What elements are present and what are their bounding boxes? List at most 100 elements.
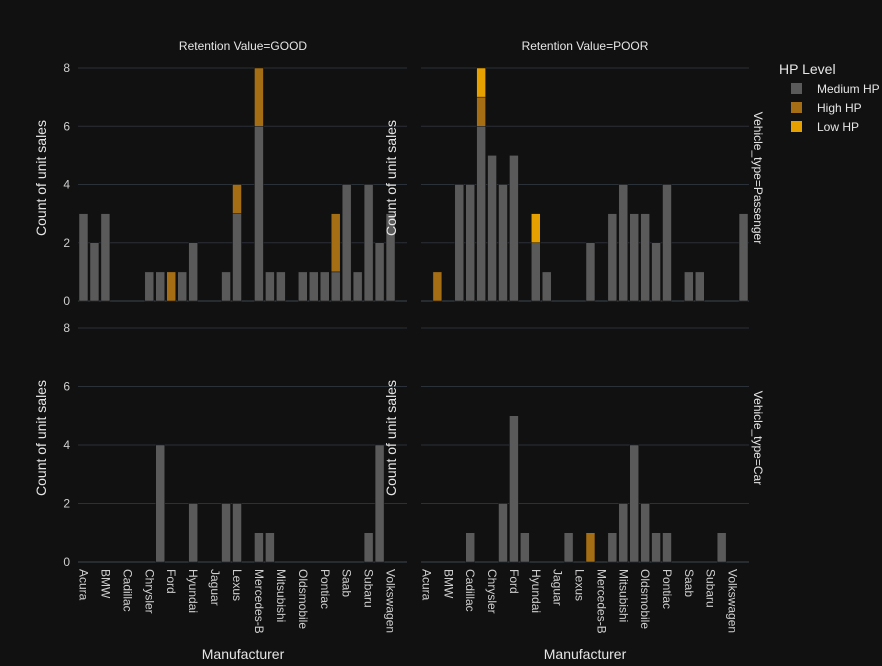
bar-r0c0-mitsubishi-medium-hp bbox=[276, 271, 286, 302]
bar-r0c0-lexus-medium-hp bbox=[232, 213, 242, 302]
x-tick-label-c1-saab: Saab bbox=[682, 569, 696, 597]
bar-r0c1-plymouth-medium-hp bbox=[651, 242, 661, 302]
x-tick-label-c0-jaguar: Jaguar bbox=[208, 569, 222, 606]
bar-r0c1-ford-medium-hp bbox=[509, 155, 519, 302]
bar-r0c0-toyota-medium-hp bbox=[374, 242, 385, 302]
bar-r0c0-acura-medium-hp bbox=[78, 213, 89, 302]
bar-r0c0-volkswagen-medium-hp bbox=[385, 213, 396, 302]
x-tick-label-c0-subaru: Subaru bbox=[362, 569, 376, 608]
bar-r1c1-oldsmobile-medium-hp bbox=[640, 503, 650, 563]
y-tick-label-r1-0: 0 bbox=[63, 555, 70, 569]
bar-r1c0-mercury-medium-hp bbox=[265, 532, 275, 563]
bar-r0c1-cadillac-medium-hp bbox=[465, 184, 475, 302]
x-tick-label-c0-cadillac: Cadillac bbox=[120, 569, 134, 612]
x-tick-label-c1-ford: Ford bbox=[507, 569, 521, 594]
bar-r0c1-hyundai-medium-hp bbox=[531, 242, 541, 302]
x-tick-label-c0-acura: Acura bbox=[76, 569, 90, 601]
legend-label-medium-hp: Medium HP bbox=[817, 82, 880, 96]
x-tick-label-c1-bmw: BMW bbox=[441, 569, 455, 599]
bar-r0c1-infiniti-medium-hp bbox=[542, 271, 552, 302]
x-tick-label-c1-pontiac: Pontiac bbox=[660, 569, 674, 609]
y-tick-label-r0-4: 4 bbox=[63, 178, 70, 192]
bar-r0c0-lexus-high-hp bbox=[232, 184, 242, 214]
bar-r1c1-mitsubishi-medium-hp bbox=[618, 503, 628, 563]
bar-r0c0-mercedes-b-medium-hp bbox=[254, 126, 264, 302]
bar-r0c0-mercury-medium-hp bbox=[265, 271, 275, 302]
bar-r0c1-chevrolet-medium-hp bbox=[476, 126, 486, 302]
bar-r0c0-plymouth-medium-hp bbox=[309, 271, 319, 302]
bar-r0c1-oldsmobile-medium-hp bbox=[640, 213, 650, 302]
bar-r0c1-saturn-medium-hp bbox=[695, 271, 705, 302]
bar-r1c1-nissan-medium-hp bbox=[629, 444, 639, 563]
bar-r1c1-lincoln-high-hp bbox=[585, 532, 596, 563]
bar-r0c1-mercury-medium-hp bbox=[607, 213, 618, 302]
legend-swatch-low-hp bbox=[791, 121, 802, 132]
bar-r0c0-porsche-medium-hp bbox=[330, 271, 341, 302]
bar-r1c0-lexus-medium-hp bbox=[232, 503, 242, 563]
x-tick-label-c0-mercedes-b: Mercedes-B bbox=[252, 569, 266, 634]
bar-r0c0-jeep-medium-hp bbox=[221, 271, 231, 302]
bar-r1c1-plymouth-medium-hp bbox=[651, 532, 661, 563]
y-tick-label-r0-6: 6 bbox=[63, 119, 70, 133]
y-tick-label-r0-0: 0 bbox=[63, 294, 70, 308]
legend-item-high-hp[interactable]: High HP bbox=[791, 101, 862, 115]
col-title-poor: Retention Value=POOR bbox=[522, 39, 649, 53]
bar-r0c1-audi-high-hp bbox=[432, 271, 443, 302]
x-tick-label-c1-acura: Acura bbox=[419, 569, 433, 601]
bar-r0c1-dodge-medium-hp bbox=[498, 184, 508, 302]
bar-r1c0-dodge-medium-hp bbox=[155, 444, 165, 563]
bar-r0c0-bmw-medium-hp bbox=[100, 213, 111, 302]
x-tick-label-c0-pontiac: Pontiac bbox=[318, 569, 332, 609]
bar-r1c1-jeep-medium-hp bbox=[563, 532, 574, 563]
y-tick-label-r1-8: 8 bbox=[63, 321, 70, 335]
legend-item-low-hp[interactable]: Low HP bbox=[791, 120, 859, 134]
x-tick-label-c1-chrysler: Chrysler bbox=[485, 569, 499, 614]
bar-r1c1-dodge-medium-hp bbox=[498, 503, 508, 563]
bar-r1c1-toyota-medium-hp bbox=[716, 532, 727, 563]
bar-r0c1-chevrolet-high-hp bbox=[476, 96, 486, 127]
bar-r0c1-nissan-medium-hp bbox=[629, 213, 639, 302]
legend-label-high-hp: High HP bbox=[817, 101, 862, 115]
y-tick-label-r1-6: 6 bbox=[63, 380, 70, 394]
legend-swatch-medium-hp bbox=[791, 83, 802, 94]
bar-r1c1-honda-medium-hp bbox=[520, 532, 530, 563]
bar-r1c1-mercury-medium-hp bbox=[607, 532, 618, 563]
panels: 0 2 4 6 8 0 2 4 6 8 Acura BMW Cadillac Chrysler Ford Hy… bbox=[63, 61, 749, 634]
x-axis-title-left: Manufacturer bbox=[202, 646, 285, 662]
x-tick-label-c1-jaguar: Jaguar bbox=[551, 569, 565, 606]
col-title-good: Retention Value=GOOD bbox=[179, 39, 308, 53]
bar-r1c1-cadillac-medium-hp bbox=[465, 532, 475, 563]
bar-r0c0-chrysler-medium-hp bbox=[144, 271, 155, 302]
x-tick-label-c0-bmw: BMW bbox=[98, 569, 112, 599]
bar-r1c0-toyota-medium-hp bbox=[374, 444, 385, 563]
bar-r1c1-pontiac-medium-hp bbox=[662, 532, 672, 563]
y-tick-label-r1-2: 2 bbox=[63, 497, 70, 511]
x-tick-label-c0-volkswagen: Volkswagen bbox=[384, 569, 398, 633]
x-axis-title-right: Manufacturer bbox=[544, 646, 627, 662]
bar-r0c0-saturn-medium-hp bbox=[352, 271, 363, 302]
y-tick-label-r1-4: 4 bbox=[63, 438, 70, 452]
bar-r1c0-mercedes-b-medium-hp bbox=[254, 532, 264, 563]
x-tick-label-c0-mitsubishi: Mitsubishi bbox=[274, 569, 288, 622]
bar-r1c0-hyundai-medium-hp bbox=[188, 503, 198, 563]
bar-r0c1-pontiac-medium-hp bbox=[662, 184, 672, 302]
x-tick-label-c0-chrysler: Chrysler bbox=[142, 569, 156, 614]
bar-r0c1-volvo-medium-hp bbox=[738, 213, 749, 302]
x-tick-label-c0-oldsmobile: Oldsmobile bbox=[296, 569, 310, 629]
x-tick-label-c1-oldsmobile: Oldsmobile bbox=[638, 569, 652, 629]
x-tick-label-c0-ford: Ford bbox=[164, 569, 178, 594]
bar-r1c0-jeep-medium-hp bbox=[221, 503, 231, 563]
x-tick-label-c1-hyundai: Hyundai bbox=[529, 569, 543, 613]
bar-r0c0-hyundai-medium-hp bbox=[188, 242, 198, 302]
x-tick-label-c0-saab: Saab bbox=[340, 569, 354, 597]
bar-r0c0-oldsmobile-medium-hp bbox=[298, 271, 308, 302]
y-axis-title-bottom-left: Count of unit sales bbox=[33, 380, 49, 496]
row-title-passenger: Vehicle_type=Passenger bbox=[751, 112, 765, 244]
bar-r0c1-mitsubishi-medium-hp bbox=[618, 184, 628, 302]
bar-r0c1-saab-medium-hp bbox=[684, 271, 694, 302]
legend-swatch-high-hp bbox=[791, 102, 802, 113]
bar-r0c1-lincoln-medium-hp bbox=[585, 242, 596, 302]
legend-item-medium-hp[interactable]: Medium HP bbox=[791, 82, 880, 96]
bar-r0c0-audi-medium-hp bbox=[89, 242, 100, 302]
